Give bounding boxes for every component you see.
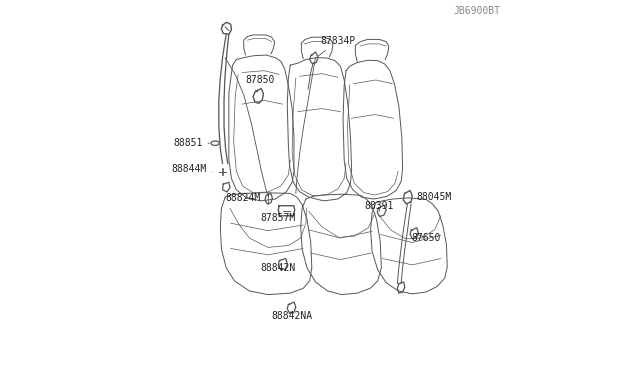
Text: 88391: 88391	[365, 202, 394, 211]
Text: 87834P: 87834P	[319, 36, 355, 56]
Text: 87857M: 87857M	[260, 213, 296, 222]
Text: 88851: 88851	[173, 138, 209, 148]
Text: 88844M: 88844M	[172, 164, 212, 174]
Text: 88045M: 88045M	[410, 192, 452, 203]
Text: 88842NA: 88842NA	[271, 311, 312, 321]
Text: 87650: 87650	[411, 233, 440, 243]
Text: JB6900BT: JB6900BT	[453, 6, 500, 16]
Text: 88824M: 88824M	[225, 193, 260, 203]
Text: 88842N: 88842N	[260, 263, 296, 273]
Text: 87850: 87850	[246, 75, 275, 92]
